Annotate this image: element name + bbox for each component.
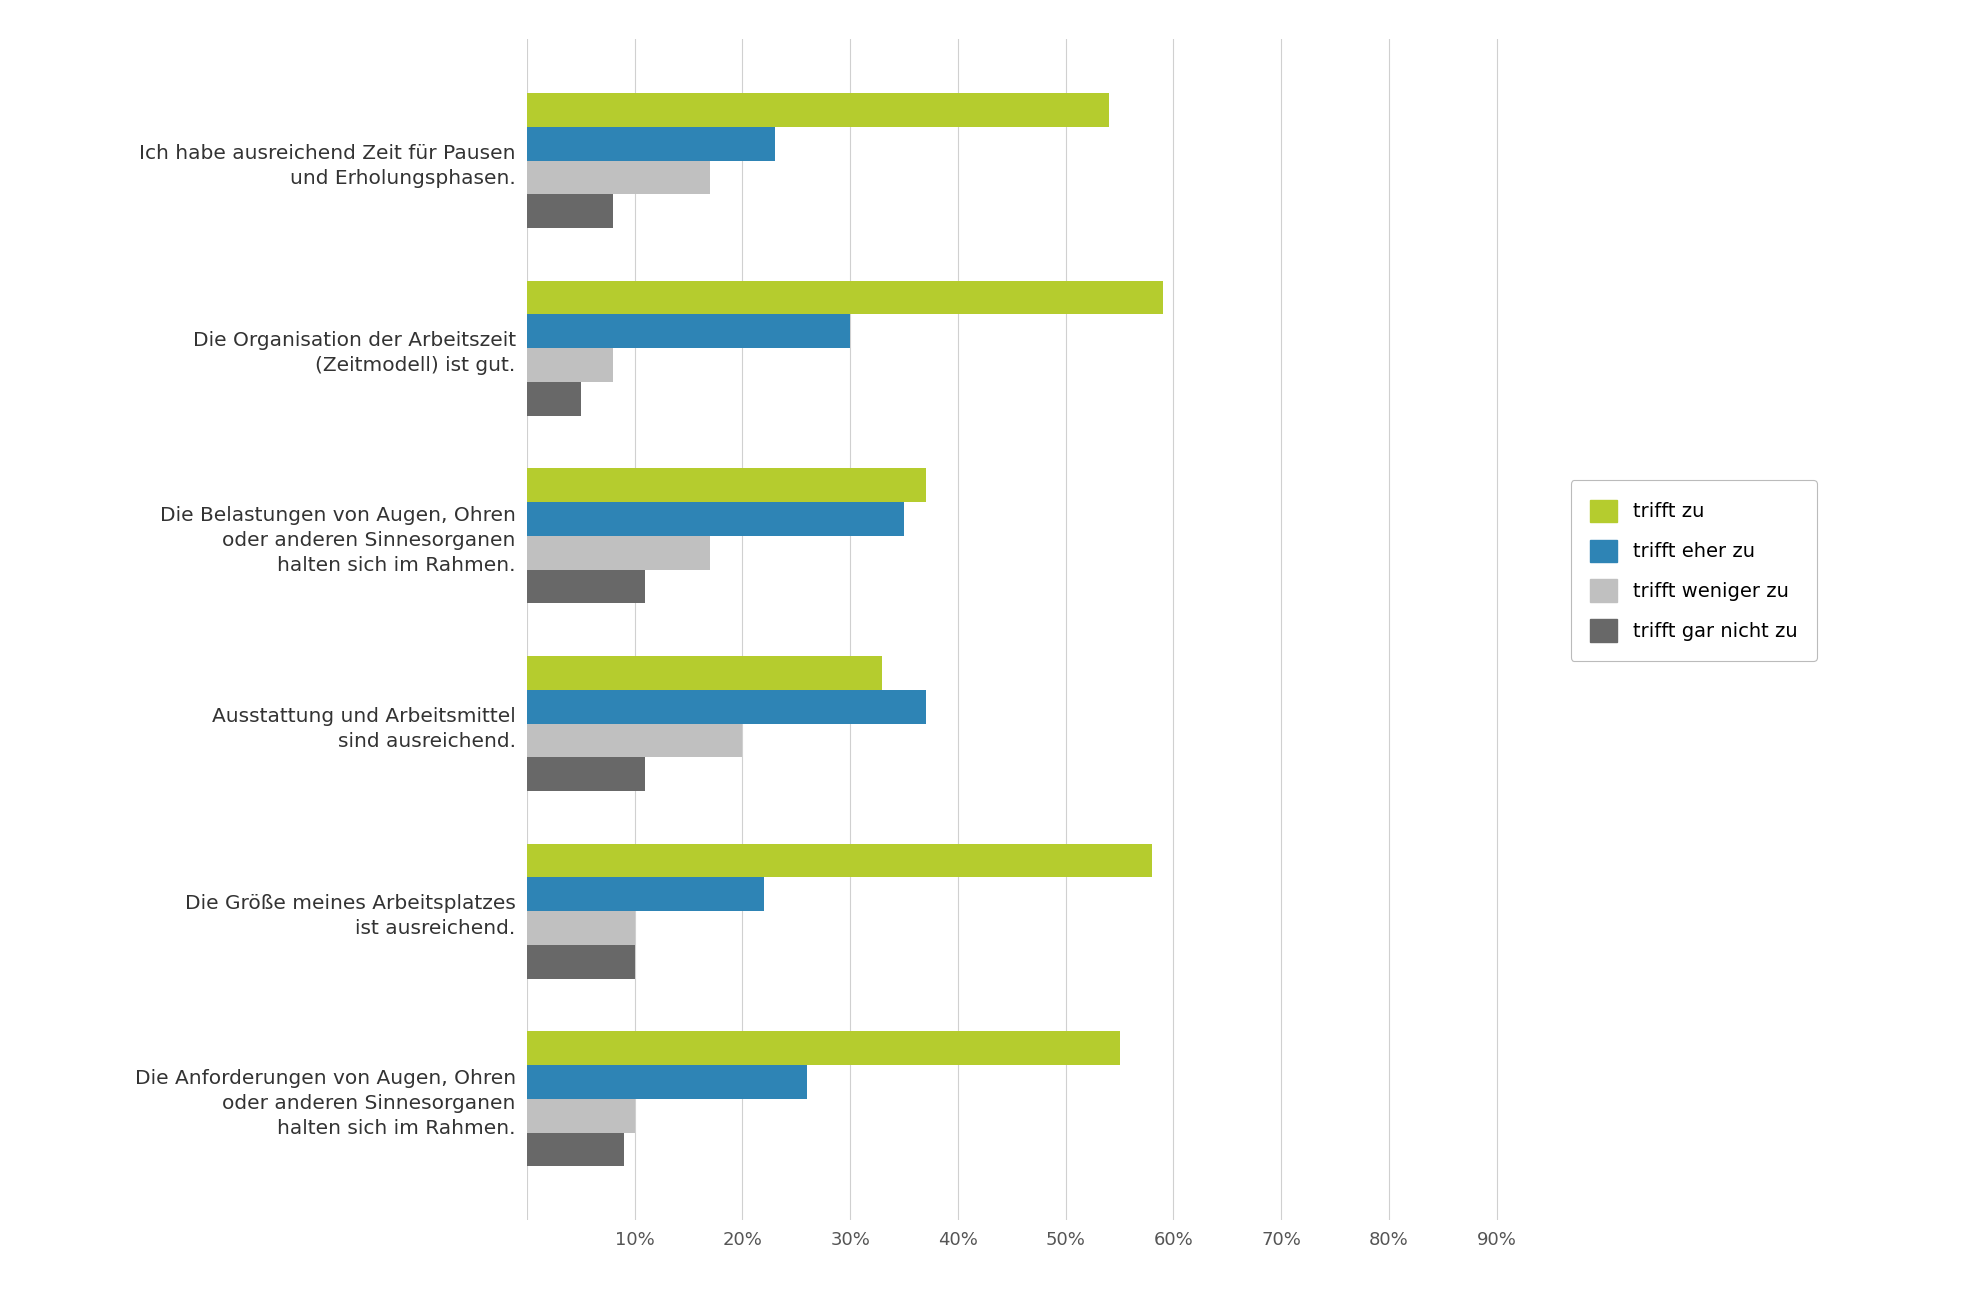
Bar (527, 382, 580, 416)
Legend: trifft zu, trifft eher zu, trifft weniger zu, trifft gar nicht zu: trifft zu, trifft eher zu, trifft wenige… (1571, 480, 1817, 661)
Bar (527, 502, 905, 535)
Bar (527, 194, 612, 228)
Bar (527, 844, 1151, 878)
Bar (527, 1031, 1119, 1065)
Bar (527, 535, 710, 569)
Bar (527, 1132, 624, 1166)
Bar (527, 93, 1109, 127)
Bar (527, 569, 646, 604)
Bar (527, 160, 710, 194)
Bar (527, 281, 1163, 315)
Bar (527, 757, 646, 791)
Bar (527, 945, 634, 979)
Bar (527, 912, 634, 945)
Bar (527, 1065, 807, 1099)
Bar (527, 656, 883, 690)
Bar (527, 348, 612, 382)
Bar (527, 878, 763, 912)
Bar (527, 1099, 634, 1132)
Bar (527, 690, 926, 724)
Bar (527, 468, 926, 502)
Bar (527, 315, 851, 348)
Bar (527, 724, 742, 757)
Bar (527, 127, 775, 160)
